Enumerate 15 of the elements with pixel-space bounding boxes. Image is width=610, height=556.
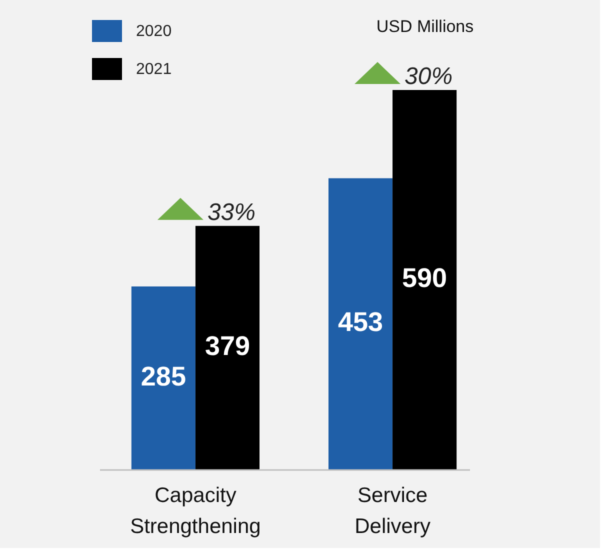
data-label: 453 [338,307,384,338]
legend-label: 2021 [136,61,172,78]
annotation: 30% [404,63,453,90]
x-tick-label: Capacity Strengthening [130,484,261,538]
data-label: 379 [204,331,250,362]
annotation: 33% [207,198,256,226]
y-axis-title: USD Millions [376,17,474,36]
bar [328,178,393,470]
bar [392,90,457,470]
bar [131,286,196,470]
bar [195,226,260,470]
data-label: 590 [402,263,448,294]
legend-label: 2020 [136,23,172,40]
data-label: 285 [140,361,186,392]
x-tick-label: Service Delivery [354,484,431,538]
